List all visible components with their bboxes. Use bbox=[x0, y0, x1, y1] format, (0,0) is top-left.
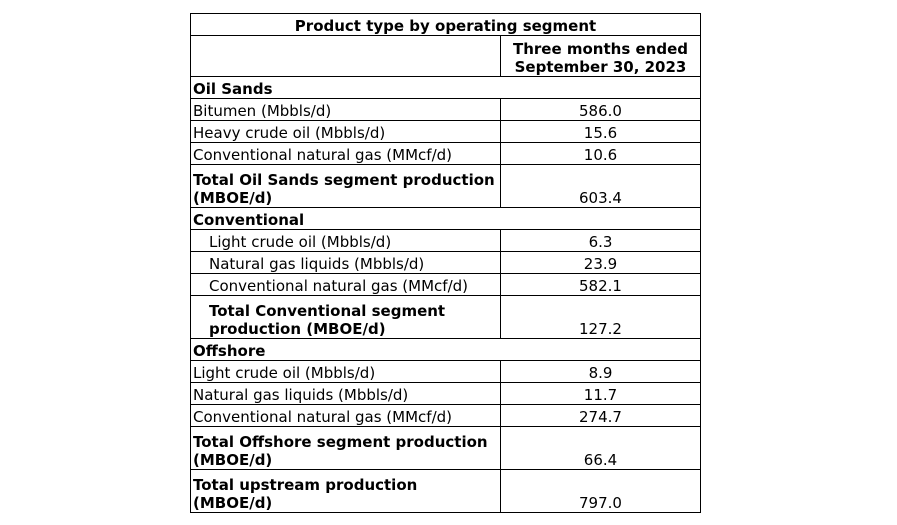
row-value: 11.7 bbox=[500, 382, 701, 405]
section-title: Oil Sands bbox=[190, 76, 701, 99]
row-value: 582.1 bbox=[500, 273, 701, 296]
row-value: 603.4 bbox=[500, 164, 701, 208]
row-label: Light crude oil (Mbbls/d) bbox=[190, 360, 501, 383]
row-label: Conventional natural gas (MMcf/d) bbox=[190, 273, 501, 296]
row-label: Total Offshore segment production (MBOE/… bbox=[190, 426, 501, 470]
row-label: Light crude oil (Mbbls/d) bbox=[190, 229, 501, 252]
row-value: 6.3 bbox=[500, 229, 701, 252]
data-row: Natural gas liquids (Mbbls/d) 11.7 bbox=[190, 382, 701, 405]
row-value: 127.2 bbox=[500, 295, 701, 339]
data-row: Conventional natural gas (MMcf/d) 274.7 bbox=[190, 404, 701, 427]
section-row: Oil Sands bbox=[190, 76, 701, 99]
data-row: Heavy crude oil (Mbbls/d) 15.6 bbox=[190, 120, 701, 143]
section-title: Conventional bbox=[190, 207, 701, 230]
data-row: Bitumen (Mbbls/d) 586.0 bbox=[190, 98, 701, 121]
section-title: Offshore bbox=[190, 338, 701, 361]
row-label: Natural gas liquids (Mbbls/d) bbox=[190, 251, 501, 274]
row-value: 274.7 bbox=[500, 404, 701, 427]
row-value: 586.0 bbox=[500, 98, 701, 121]
segment-table: Product type by operating segment Three … bbox=[190, 13, 701, 513]
header-blank bbox=[190, 35, 501, 77]
data-row: Conventional natural gas (MMcf/d) 10.6 bbox=[190, 142, 701, 165]
row-value: 23.9 bbox=[500, 251, 701, 274]
row-label: Heavy crude oil (Mbbls/d) bbox=[190, 120, 501, 143]
row-value: 66.4 bbox=[500, 426, 701, 470]
title-row: Product type by operating segment bbox=[190, 13, 701, 36]
section: Oil Sands Bitumen (Mbbls/d) 586.0 Heavy cru… bbox=[190, 76, 701, 208]
data-row: Natural gas liquids (Mbbls/d) 23.9 bbox=[190, 251, 701, 274]
section-row: Conventional bbox=[190, 207, 701, 230]
header-row: Three months ended September 30, 2023 bbox=[190, 35, 701, 77]
section-row: Offshore bbox=[190, 338, 701, 361]
data-row: Light crude oil (Mbbls/d) 8.9 bbox=[190, 360, 701, 383]
row-value: 10.6 bbox=[500, 142, 701, 165]
table-title: Product type by operating segment bbox=[190, 13, 701, 36]
data-row: Conventional natural gas (MMcf/d) 582.1 bbox=[190, 273, 701, 296]
section: Offshore Light crude oil (Mbbls/d) 8.9 Natu… bbox=[190, 338, 701, 470]
row-label: Total Conventional segment production (M… bbox=[190, 295, 501, 339]
grand-total: Total upstream production (MBOE/d) 797.0 bbox=[190, 469, 701, 513]
row-label: Total upstream production (MBOE/d) bbox=[190, 469, 501, 513]
row-value: 15.6 bbox=[500, 120, 701, 143]
row-label: Conventional natural gas (MMcf/d) bbox=[190, 404, 501, 427]
row-label: Natural gas liquids (Mbbls/d) bbox=[190, 382, 501, 405]
total-row: Total Conventional segment production (M… bbox=[190, 295, 701, 339]
total-row: Total upstream production (MBOE/d) 797.0 bbox=[190, 469, 701, 513]
data-row: Light crude oil (Mbbls/d) 6.3 bbox=[190, 229, 701, 252]
total-row: Total Oil Sands segment production (MBOE… bbox=[190, 164, 701, 208]
total-row: Total Offshore segment production (MBOE/… bbox=[190, 426, 701, 470]
section: Conventional Light crude oil (Mbbls/d) 6.3… bbox=[190, 207, 701, 339]
row-label: Total Oil Sands segment production (MBOE… bbox=[190, 164, 501, 208]
row-label: Conventional natural gas (MMcf/d) bbox=[190, 142, 501, 165]
row-value: 797.0 bbox=[500, 469, 701, 513]
header-period: Three months ended September 30, 2023 bbox=[500, 35, 701, 77]
row-value: 8.9 bbox=[500, 360, 701, 383]
row-label: Bitumen (Mbbls/d) bbox=[190, 98, 501, 121]
